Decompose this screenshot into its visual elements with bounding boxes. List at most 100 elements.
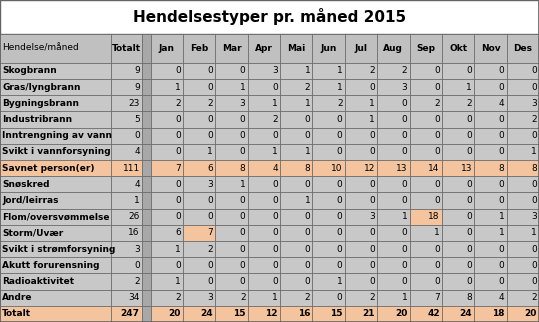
Text: 0: 0 bbox=[175, 261, 181, 270]
Bar bbox=[442, 209, 474, 225]
Text: Gras/lyngbrann: Gras/lyngbrann bbox=[2, 82, 81, 91]
Bar bbox=[507, 257, 539, 273]
Text: 0: 0 bbox=[240, 131, 245, 140]
Bar bbox=[507, 160, 539, 176]
Text: 2: 2 bbox=[466, 99, 472, 108]
Bar bbox=[247, 34, 280, 63]
Bar bbox=[345, 241, 377, 257]
Bar bbox=[0, 257, 110, 273]
Text: 0: 0 bbox=[305, 115, 310, 124]
Text: 2: 2 bbox=[134, 277, 140, 286]
Text: 4: 4 bbox=[499, 99, 505, 108]
Bar bbox=[377, 144, 410, 160]
Text: 0: 0 bbox=[369, 196, 375, 205]
Bar bbox=[247, 160, 280, 176]
Text: 0: 0 bbox=[499, 245, 505, 254]
Bar bbox=[474, 241, 507, 257]
Text: 1: 1 bbox=[240, 82, 245, 91]
Bar bbox=[377, 225, 410, 241]
Text: Totalt: Totalt bbox=[2, 309, 31, 318]
Bar bbox=[377, 306, 410, 322]
Bar bbox=[110, 176, 142, 192]
Text: 0: 0 bbox=[240, 245, 245, 254]
Text: Andre: Andre bbox=[2, 293, 33, 302]
Bar bbox=[215, 289, 247, 306]
Text: 1: 1 bbox=[305, 66, 310, 75]
Text: 24: 24 bbox=[459, 309, 472, 318]
Bar bbox=[410, 225, 442, 241]
Bar bbox=[280, 95, 313, 111]
Bar bbox=[474, 209, 507, 225]
Text: 0: 0 bbox=[531, 277, 537, 286]
Bar bbox=[215, 241, 247, 257]
Text: 0: 0 bbox=[272, 82, 278, 91]
Bar bbox=[474, 306, 507, 322]
Bar bbox=[313, 95, 345, 111]
Bar bbox=[377, 111, 410, 128]
Bar bbox=[474, 95, 507, 111]
Text: 0: 0 bbox=[175, 212, 181, 221]
Text: 0: 0 bbox=[240, 147, 245, 156]
Text: 2: 2 bbox=[240, 293, 245, 302]
Bar bbox=[142, 225, 150, 241]
Text: Mai: Mai bbox=[287, 44, 305, 53]
Bar bbox=[410, 128, 442, 144]
Bar bbox=[110, 273, 142, 289]
Text: 0: 0 bbox=[369, 261, 375, 270]
Text: 3: 3 bbox=[531, 99, 537, 108]
Bar bbox=[474, 257, 507, 273]
Bar bbox=[0, 289, 110, 306]
Bar bbox=[215, 306, 247, 322]
Bar bbox=[183, 34, 215, 63]
Text: Skogbrann: Skogbrann bbox=[2, 66, 57, 75]
Bar bbox=[442, 273, 474, 289]
Bar bbox=[313, 128, 345, 144]
Text: 10: 10 bbox=[331, 164, 343, 173]
Bar bbox=[280, 176, 313, 192]
Bar bbox=[110, 306, 142, 322]
Text: 8: 8 bbox=[499, 164, 505, 173]
Text: 0: 0 bbox=[369, 245, 375, 254]
Bar bbox=[442, 176, 474, 192]
Text: 1: 1 bbox=[305, 147, 310, 156]
Text: 0: 0 bbox=[402, 131, 407, 140]
Text: 6: 6 bbox=[208, 164, 213, 173]
Bar bbox=[280, 79, 313, 95]
Text: 0: 0 bbox=[402, 261, 407, 270]
Bar bbox=[442, 306, 474, 322]
Bar bbox=[110, 160, 142, 176]
Text: 1: 1 bbox=[272, 99, 278, 108]
Text: 0: 0 bbox=[531, 196, 537, 205]
Bar bbox=[507, 63, 539, 79]
Bar bbox=[142, 306, 150, 322]
Text: 0: 0 bbox=[369, 180, 375, 189]
Text: 1: 1 bbox=[208, 147, 213, 156]
Text: 1: 1 bbox=[305, 99, 310, 108]
Bar bbox=[247, 225, 280, 241]
Text: 1: 1 bbox=[434, 228, 440, 237]
Text: 0: 0 bbox=[272, 212, 278, 221]
Bar bbox=[345, 144, 377, 160]
Bar bbox=[110, 144, 142, 160]
Bar bbox=[142, 144, 150, 160]
Text: 0: 0 bbox=[434, 131, 440, 140]
Text: Jord/leirras: Jord/leirras bbox=[2, 196, 59, 205]
Bar bbox=[345, 289, 377, 306]
Bar bbox=[345, 257, 377, 273]
Bar bbox=[345, 225, 377, 241]
Bar bbox=[150, 63, 183, 79]
Text: Bygningsbrann: Bygningsbrann bbox=[2, 99, 79, 108]
Bar bbox=[110, 79, 142, 95]
Bar bbox=[345, 273, 377, 289]
Text: Svikt i vannforsyning: Svikt i vannforsyning bbox=[2, 147, 111, 156]
Bar bbox=[377, 289, 410, 306]
Text: 0: 0 bbox=[175, 196, 181, 205]
Text: 0: 0 bbox=[134, 261, 140, 270]
Bar bbox=[280, 257, 313, 273]
Text: 0: 0 bbox=[369, 82, 375, 91]
Text: 2: 2 bbox=[531, 115, 537, 124]
Text: 0: 0 bbox=[208, 277, 213, 286]
Bar bbox=[0, 306, 110, 322]
Bar bbox=[474, 176, 507, 192]
Bar bbox=[150, 34, 183, 63]
